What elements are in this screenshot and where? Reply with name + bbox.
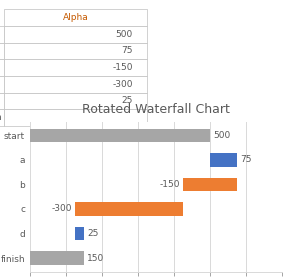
- Text: 75: 75: [240, 155, 251, 164]
- Bar: [183, 178, 237, 191]
- Bar: [75, 227, 84, 240]
- Text: -150: -150: [160, 180, 180, 189]
- Bar: [30, 251, 84, 265]
- Text: 150: 150: [87, 254, 104, 263]
- Text: 25: 25: [87, 229, 98, 238]
- Title: Rotated Waterfall Chart: Rotated Waterfall Chart: [82, 104, 230, 116]
- Bar: [30, 129, 210, 142]
- Bar: [75, 202, 183, 216]
- Text: -300: -300: [52, 204, 72, 213]
- Text: 500: 500: [213, 131, 230, 140]
- Bar: [210, 153, 237, 167]
